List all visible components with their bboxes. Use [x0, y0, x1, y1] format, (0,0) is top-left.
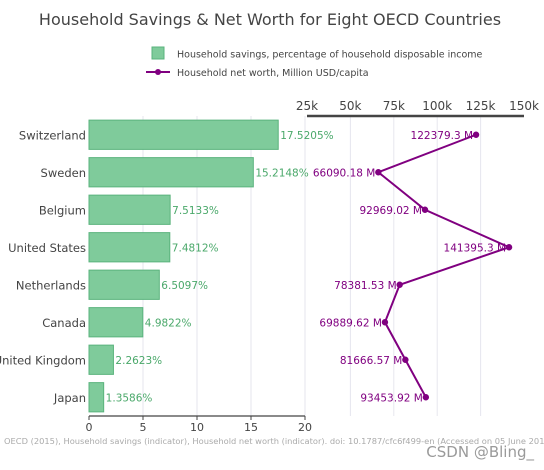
- line-x-tick-label: 125k: [466, 99, 496, 113]
- chart-title: Household Savings & Net Worth for Eight …: [39, 10, 501, 29]
- legend-line-label: Household net worth, Million USD/capita: [177, 68, 369, 79]
- networth-value-label: 122379.3 M: [411, 130, 474, 142]
- savings-bar: [88, 307, 144, 338]
- category-label: United Kingdom: [0, 353, 86, 367]
- networth-point: [381, 319, 389, 326]
- savings-value-label: 7.4812%: [172, 242, 219, 254]
- networth-value-label: 93453.92 M: [360, 392, 423, 404]
- category-label: United States: [8, 241, 86, 255]
- networth-line-panel: 25k 50k 75k 100k 125k 150k 122379.3 M 66090.18 …: [296, 99, 539, 416]
- line-x-tick-label: 50k: [339, 99, 361, 113]
- savings-bar: [88, 194, 171, 225]
- legend-line-marker: [155, 69, 161, 75]
- line-x-tick-label: 75k: [383, 99, 405, 113]
- savings-bar: [88, 269, 160, 300]
- legend: Household savings, percentage of househo…: [146, 46, 483, 79]
- networth-point: [402, 356, 409, 363]
- bar-x-tick-label: 20: [298, 421, 312, 434]
- savings-bar: [88, 232, 171, 263]
- savings-value-label: 6.5097%: [161, 280, 208, 292]
- legend-bar-label: Household savings, percentage of househo…: [177, 50, 483, 61]
- savings-bar: [88, 119, 279, 150]
- savings-value-label: 4.9822%: [145, 317, 192, 329]
- category-label: Switzerland: [19, 128, 86, 142]
- savings-bar: [88, 157, 254, 188]
- savings-value-label: 7.5133%: [172, 205, 219, 217]
- line-x-tick-label: 25k: [296, 99, 318, 113]
- savings-value-label: 15.2148%: [255, 167, 308, 179]
- networth-line: [376, 133, 512, 398]
- bar-x-tick-label: 0: [86, 421, 93, 434]
- category-label: Netherlands: [16, 278, 86, 292]
- category-label: Sweden: [41, 166, 86, 180]
- legend-bar-swatch: [151, 46, 165, 60]
- savings-value-label: 17.5205%: [280, 130, 333, 142]
- category-label: Belgium: [39, 203, 86, 217]
- line-x-tick-label: 150k: [509, 99, 539, 113]
- savings-bar: [88, 344, 114, 375]
- category-label: Japan: [53, 391, 86, 405]
- networth-value-label: 141395.3 M: [444, 242, 507, 254]
- savings-value-label: 1.3586%: [106, 392, 153, 404]
- line-x-tick-label: 100k: [422, 99, 452, 113]
- networth-point: [421, 206, 429, 213]
- networth-point: [375, 169, 382, 176]
- networth-point: [422, 394, 430, 401]
- category-label: Canada: [42, 316, 86, 330]
- networth-point: [505, 244, 513, 251]
- networth-value-label: 69889.62 M: [319, 317, 382, 329]
- bar-x-tick-label: 15: [244, 421, 258, 434]
- savings-bar-panel: Switzerland 17.5205% Sweden 15.2148% Belgium…: [0, 116, 334, 434]
- networth-point: [396, 281, 403, 288]
- source-note: OECD (2015), Household savings (indicato…: [4, 436, 544, 446]
- savings-value-label: 2.2623%: [115, 355, 162, 367]
- savings-bar: [88, 382, 105, 413]
- networth-value-label: 66090.18 M: [313, 167, 376, 179]
- networth-value-label: 81666.57 M: [340, 355, 403, 367]
- watermark: CSDN @Bling_: [426, 443, 534, 462]
- bar-x-tick-label: 10: [190, 421, 204, 434]
- bar-x-tick-label: 5: [140, 421, 147, 434]
- networth-value-label: 78381.53 M: [334, 280, 397, 292]
- networth-point: [472, 131, 480, 138]
- networth-value-label: 92969.02 M: [359, 205, 422, 217]
